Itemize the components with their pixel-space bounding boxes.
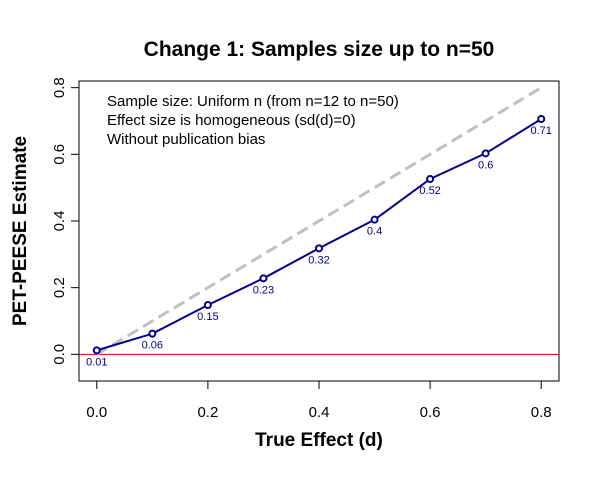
y-axis-label: PET-PEESE Estimate xyxy=(10,136,31,326)
identity-line xyxy=(96,86,542,356)
x-tick-label: 0.6 xyxy=(420,404,441,421)
data-label: 0.01 xyxy=(86,356,107,368)
data-point xyxy=(148,329,157,338)
data-point xyxy=(370,215,379,224)
x-tick-label: 0.2 xyxy=(197,404,218,421)
y-tick-label: 0.6 xyxy=(51,144,68,165)
data-label: 0.6 xyxy=(478,159,493,171)
data-point xyxy=(92,346,101,355)
annotation-line: Sample size: Uniform n (from n=12 to n=5… xyxy=(107,93,399,110)
annotations: Sample size: Uniform n (from n=12 to n=5… xyxy=(107,93,399,148)
y-tick-label: 0.2 xyxy=(51,277,68,298)
chart-title: Change 1: Samples size up to n=50 xyxy=(144,38,495,61)
y-tick-label: 0.8 xyxy=(51,77,68,98)
data-point xyxy=(481,149,490,158)
data-label: 0.4 xyxy=(367,226,382,238)
axes: 0.0 0.2 0.4 0.6 0.8 0.0 0.2 0.4 0.6 0.8 xyxy=(51,77,552,421)
data-point xyxy=(426,175,435,183)
data-point xyxy=(537,115,546,123)
annotation-line: Without publication bias xyxy=(107,131,265,148)
data-label: 0.15 xyxy=(197,311,218,323)
data-point xyxy=(203,301,212,309)
x-tick-label: 0.0 xyxy=(86,404,107,421)
data-label: 0.23 xyxy=(253,284,274,296)
x-tick-label: 0.8 xyxy=(531,404,552,421)
y-tick-label: 0.4 xyxy=(51,211,68,232)
data-label: 0.71 xyxy=(531,125,552,137)
data-label: 0.32 xyxy=(308,254,329,266)
x-axis-label: True Effect (d) xyxy=(255,430,383,451)
x-tick-label: 0.4 xyxy=(309,404,330,421)
data-label: 0.52 xyxy=(419,185,440,197)
y-tick-label: 0.0 xyxy=(51,344,68,365)
data-label: 0.06 xyxy=(142,340,163,352)
data-point xyxy=(259,274,268,283)
data-point xyxy=(315,244,323,253)
annotation-line: Effect size is homogeneous (sd(d)=0) xyxy=(107,112,356,129)
plot-area: 0.01 0.06 0.15 0.23 0.32 0.4 0.52 0.6 0.71 xyxy=(79,86,559,368)
